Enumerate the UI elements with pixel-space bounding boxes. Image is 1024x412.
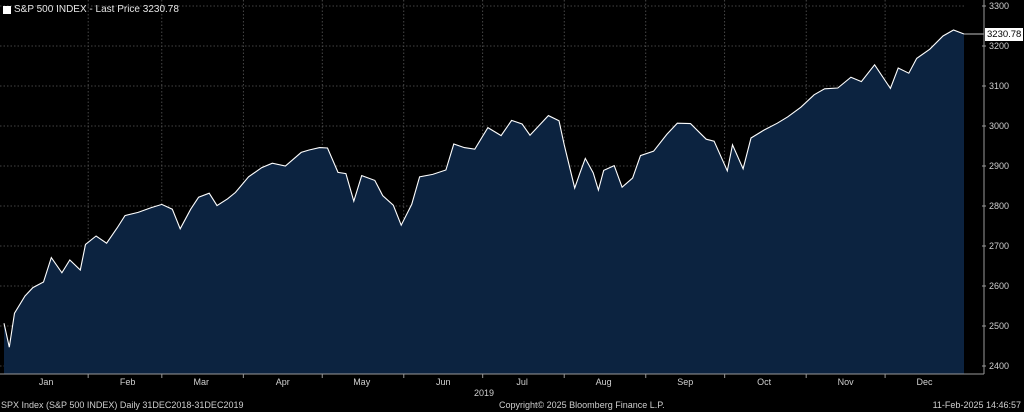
footer-ticker-info: SPX Index (S&P 500 INDEX) Daily 31DEC201… [1, 400, 244, 410]
x-tick-label: Jan [39, 377, 54, 387]
y-tick-label: 3300 [989, 1, 1009, 11]
x-tick-label: Mar [194, 377, 210, 387]
y-tick-label: 3100 [989, 81, 1009, 91]
area-layer [3, 29, 984, 374]
x-tick-label: Jul [516, 377, 528, 387]
y-tick-label: 2700 [989, 241, 1009, 251]
x-tick-label: Aug [596, 377, 612, 387]
footer-timestamp: 11-Feb-2025 14:46:57 [932, 400, 1021, 410]
x-tick-label: Dec [917, 377, 934, 387]
legend-label: S&P 500 INDEX - Last Price 3230.78 [14, 4, 179, 15]
footer-copyright: Copyright© 2025 Bloomberg Finance L.P. [499, 400, 665, 410]
chart-legend: S&P 500 INDEX - Last Price 3230.78 [3, 4, 179, 15]
legend-swatch [3, 5, 11, 14]
x-tick-label: Nov [838, 377, 855, 387]
series-line [3, 29, 965, 348]
x-tick-label: Sep [677, 377, 693, 387]
y-tick-label: 2600 [989, 281, 1009, 291]
y-tick-label: 3000 [989, 121, 1009, 131]
x-tick-label: Apr [276, 377, 290, 387]
x-tick-label: Oct [757, 377, 772, 387]
x-tick-label: May [353, 377, 371, 387]
x-tick-label: Feb [120, 377, 136, 387]
y-tick-label: 2800 [989, 201, 1009, 211]
axis-layer: Jan Feb Mar Apr May Jun Jul Aug Sep Oct Nov Dec 2400… [0, 0, 1009, 387]
series-area-fill [4, 30, 964, 374]
y-tick-label: 2400 [989, 361, 1009, 371]
y-tick-label: 2500 [989, 321, 1009, 331]
y-tick-label: 2900 [989, 161, 1009, 171]
y-tick-label: 3200 [989, 41, 1009, 51]
x-tick-label: Jun [436, 377, 451, 387]
last-price-tag: 3230.78 [985, 28, 1024, 41]
x-axis-year-label: 2019 [474, 388, 495, 398]
